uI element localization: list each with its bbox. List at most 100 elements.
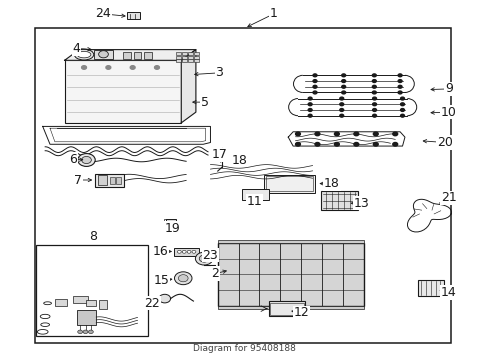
Polygon shape <box>181 50 196 123</box>
Circle shape <box>187 250 191 253</box>
Circle shape <box>397 74 401 77</box>
Bar <box>188 56 193 59</box>
Bar <box>126 12 140 19</box>
Circle shape <box>372 97 376 100</box>
Bar <box>217 240 363 243</box>
Circle shape <box>312 80 316 82</box>
Circle shape <box>295 132 300 136</box>
Bar <box>194 52 199 55</box>
Circle shape <box>397 85 401 88</box>
Circle shape <box>334 143 339 146</box>
Bar <box>217 306 363 309</box>
Bar <box>242 189 268 201</box>
Text: 16: 16 <box>153 245 168 258</box>
Text: 23: 23 <box>202 248 218 261</box>
Circle shape <box>312 85 316 88</box>
Bar <box>165 219 176 227</box>
Text: 20: 20 <box>436 136 452 149</box>
Bar <box>55 299 67 306</box>
Circle shape <box>314 132 319 136</box>
Bar <box>182 56 187 59</box>
Bar <box>417 280 443 296</box>
Circle shape <box>341 80 345 82</box>
Text: 17: 17 <box>211 148 227 162</box>
Circle shape <box>400 97 404 100</box>
Text: 21: 21 <box>440 192 456 204</box>
Bar <box>217 243 363 306</box>
Bar <box>35 28 450 342</box>
Circle shape <box>314 143 319 146</box>
Circle shape <box>192 250 196 253</box>
Circle shape <box>307 103 311 106</box>
Circle shape <box>195 252 212 265</box>
Bar <box>266 176 312 192</box>
Circle shape <box>81 157 91 163</box>
Bar <box>77 310 96 325</box>
Circle shape <box>392 132 397 136</box>
Circle shape <box>312 74 316 77</box>
Bar <box>94 50 113 59</box>
Text: 6: 6 <box>69 153 77 166</box>
Circle shape <box>339 97 343 100</box>
Text: 13: 13 <box>353 197 368 210</box>
Circle shape <box>341 74 345 77</box>
Text: 15: 15 <box>154 274 169 287</box>
Bar <box>98 175 107 185</box>
Text: 9: 9 <box>444 82 452 95</box>
Text: 11: 11 <box>246 195 262 208</box>
Bar <box>176 59 181 62</box>
Circle shape <box>106 66 111 69</box>
Text: 8: 8 <box>89 230 97 243</box>
Bar <box>188 52 193 55</box>
Bar <box>188 59 193 62</box>
Circle shape <box>400 114 404 117</box>
Circle shape <box>341 91 345 94</box>
Ellipse shape <box>74 49 94 60</box>
Circle shape <box>339 109 343 111</box>
Bar <box>99 300 107 309</box>
Circle shape <box>307 109 311 111</box>
Circle shape <box>334 132 339 136</box>
Text: 3: 3 <box>215 66 223 79</box>
Bar <box>182 59 187 62</box>
Circle shape <box>78 154 95 166</box>
Circle shape <box>400 103 404 106</box>
Circle shape <box>88 330 93 334</box>
Circle shape <box>372 109 376 111</box>
Bar <box>133 52 141 59</box>
Circle shape <box>372 143 377 146</box>
Circle shape <box>353 143 358 146</box>
Circle shape <box>372 74 375 77</box>
Circle shape <box>312 91 316 94</box>
Circle shape <box>397 80 401 82</box>
Circle shape <box>372 114 376 117</box>
Bar <box>95 174 124 187</box>
Ellipse shape <box>77 51 91 58</box>
Circle shape <box>159 294 170 303</box>
Circle shape <box>178 275 188 282</box>
Circle shape <box>372 103 376 106</box>
Circle shape <box>372 132 377 136</box>
Bar <box>268 301 305 316</box>
Circle shape <box>295 143 300 146</box>
Bar <box>86 300 96 306</box>
Bar <box>270 302 303 315</box>
Circle shape <box>81 66 86 69</box>
Text: Diagram for 95408188: Diagram for 95408188 <box>193 344 295 353</box>
Text: 7: 7 <box>74 174 82 186</box>
Bar <box>64 60 181 123</box>
Bar <box>174 248 199 256</box>
Bar <box>144 52 152 59</box>
Circle shape <box>372 91 375 94</box>
Polygon shape <box>64 50 196 60</box>
Bar <box>122 52 130 59</box>
Circle shape <box>392 143 397 146</box>
Bar <box>116 177 120 184</box>
Bar <box>110 177 115 184</box>
Circle shape <box>199 255 208 262</box>
Circle shape <box>372 80 375 82</box>
Bar <box>73 296 88 303</box>
Text: 14: 14 <box>440 286 456 299</box>
Text: 19: 19 <box>164 222 180 235</box>
Circle shape <box>307 114 311 117</box>
